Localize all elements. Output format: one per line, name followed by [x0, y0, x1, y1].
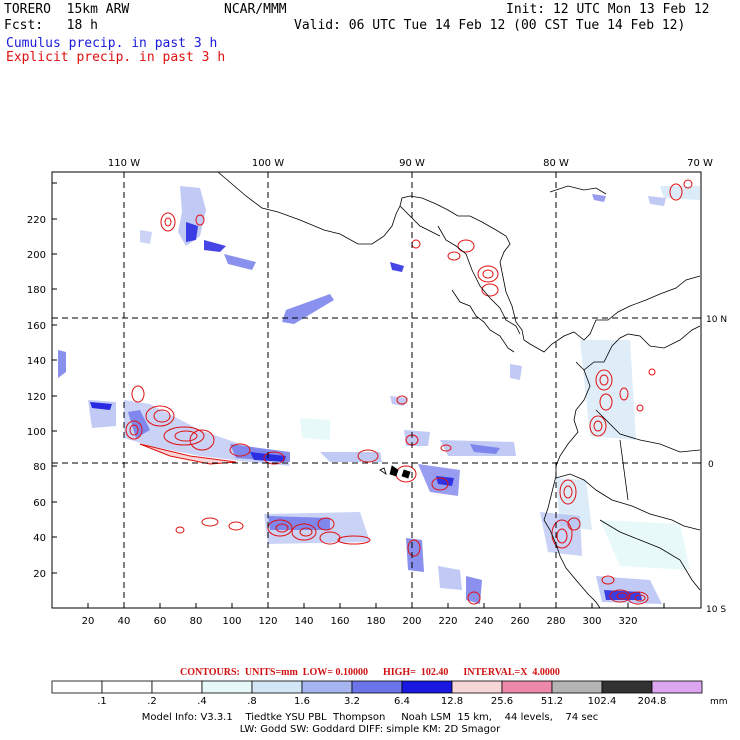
- colorbar-label: 102.4: [588, 696, 617, 707]
- lat-label: 10 S: [706, 605, 726, 615]
- lon-label: 70 W: [687, 158, 713, 169]
- y-tick-label: 100: [27, 427, 46, 438]
- y-tick-label: 220: [27, 215, 46, 226]
- colorbar-label: 1.6: [294, 696, 310, 707]
- colorbar-label: .2: [147, 696, 157, 707]
- lat-lon-grid: [52, 172, 701, 608]
- x-tick-label: 300: [582, 616, 601, 627]
- colorbar-label: .1: [97, 696, 107, 707]
- y-tick-label: 80: [33, 462, 46, 473]
- x-tick-label: 260: [510, 616, 529, 627]
- lon-label: 100 W: [252, 158, 284, 169]
- colorbar-swatch: [151, 680, 203, 694]
- x-tick-label: 20: [82, 616, 95, 627]
- explicit-precip-contours: [125, 179, 693, 605]
- axis-ticks: [52, 182, 701, 608]
- x-tick-label: 240: [474, 616, 493, 627]
- model-title: TORERO 15km ARW: [4, 2, 130, 17]
- y-tick-label: 40: [33, 533, 46, 544]
- lat-label: 10 N: [706, 315, 727, 325]
- x-tick-label: 120: [258, 616, 277, 627]
- x-tick-label: 100: [222, 616, 241, 627]
- colorbar-swatch: [551, 680, 603, 694]
- colorbar-label: 204.8: [638, 696, 667, 707]
- y-tick-label: 120: [27, 392, 46, 403]
- contours-info: CONTOURS: UNITS=mm LOW= 0.10000 HIGH= 10…: [180, 667, 560, 678]
- lon-label: 110 W: [108, 158, 140, 169]
- colorbar-swatch: [651, 680, 703, 694]
- x-tick-label: 180: [366, 616, 385, 627]
- colorbar-label: 3.2: [344, 696, 360, 707]
- colorbar-swatch: [351, 680, 403, 694]
- colorbar-label: 25.6: [491, 696, 513, 707]
- x-tick-label: 160: [330, 616, 349, 627]
- colorbar-label: 51.2: [541, 696, 563, 707]
- model-info-line-1: Model Info: V3.3.1 Tiedtke YSU PBL Thomp…: [141, 712, 599, 723]
- cumulus-precip-areas: [58, 186, 700, 604]
- init-time: Init: 12 UTC Mon 13 Feb 12: [506, 2, 710, 17]
- x-tick-label: 200: [402, 616, 421, 627]
- colorbar-swatch: [51, 680, 103, 694]
- colorbar-swatch: [601, 680, 653, 694]
- x-tick-label: 40: [118, 616, 131, 627]
- x-tick-label: 80: [190, 616, 203, 627]
- x-tick-label: 320: [618, 616, 637, 627]
- y-tick-label: 60: [33, 498, 46, 509]
- x-tick-label: 60: [154, 616, 167, 627]
- valid-time: Valid: 06 UTC Tue 14 Feb 12 (00 CST Tue …: [294, 18, 686, 33]
- model-info-line-2: LW: Godd SW: Goddard DIFF: simple KM: 2D…: [239, 724, 501, 735]
- colorbar: .1 .2 .4 .8 1.6 3.2 6.4 12.8 25.6 51.2 102.4 204.8 m…: [51, 680, 728, 707]
- lat-label: 0: [708, 460, 714, 470]
- y-tick-label: 160: [27, 321, 46, 332]
- colorbar-swatch: [251, 680, 303, 694]
- colorbar-swatch: [451, 680, 503, 694]
- y-tick-label: 200: [27, 250, 46, 261]
- colorbar-swatch: [301, 680, 353, 694]
- y-tick-label: 20: [33, 569, 46, 580]
- colorbar-label: .4: [197, 696, 207, 707]
- explicit-legend: Explicit precip. in past 3 h: [6, 50, 226, 65]
- colorbar-swatch: [201, 680, 253, 694]
- coastlines: [217, 171, 701, 609]
- lon-label: 90 W: [399, 158, 425, 169]
- colorbar-label: .8: [247, 696, 257, 707]
- lon-label: 80 W: [543, 158, 569, 169]
- cumulus-legend: Cumulus precip. in past 3 h: [6, 36, 218, 51]
- colorbar-swatch: [401, 680, 453, 694]
- forecast-hour: Fcst: 18 h: [4, 18, 98, 33]
- x-tick-label: 140: [294, 616, 313, 627]
- colorbar-label: 12.8: [441, 696, 463, 707]
- y-tick-label: 140: [27, 356, 46, 367]
- colorbar-swatch: [101, 680, 153, 694]
- x-tick-label: 220: [438, 616, 457, 627]
- colorbar-label: 6.4: [394, 696, 410, 707]
- x-tick-label: 280: [546, 616, 565, 627]
- colorbar-swatch: [501, 680, 553, 694]
- y-tick-label: 180: [27, 285, 46, 296]
- organization-label: NCAR/MMM: [224, 2, 287, 17]
- colorbar-units: mm: [710, 697, 728, 707]
